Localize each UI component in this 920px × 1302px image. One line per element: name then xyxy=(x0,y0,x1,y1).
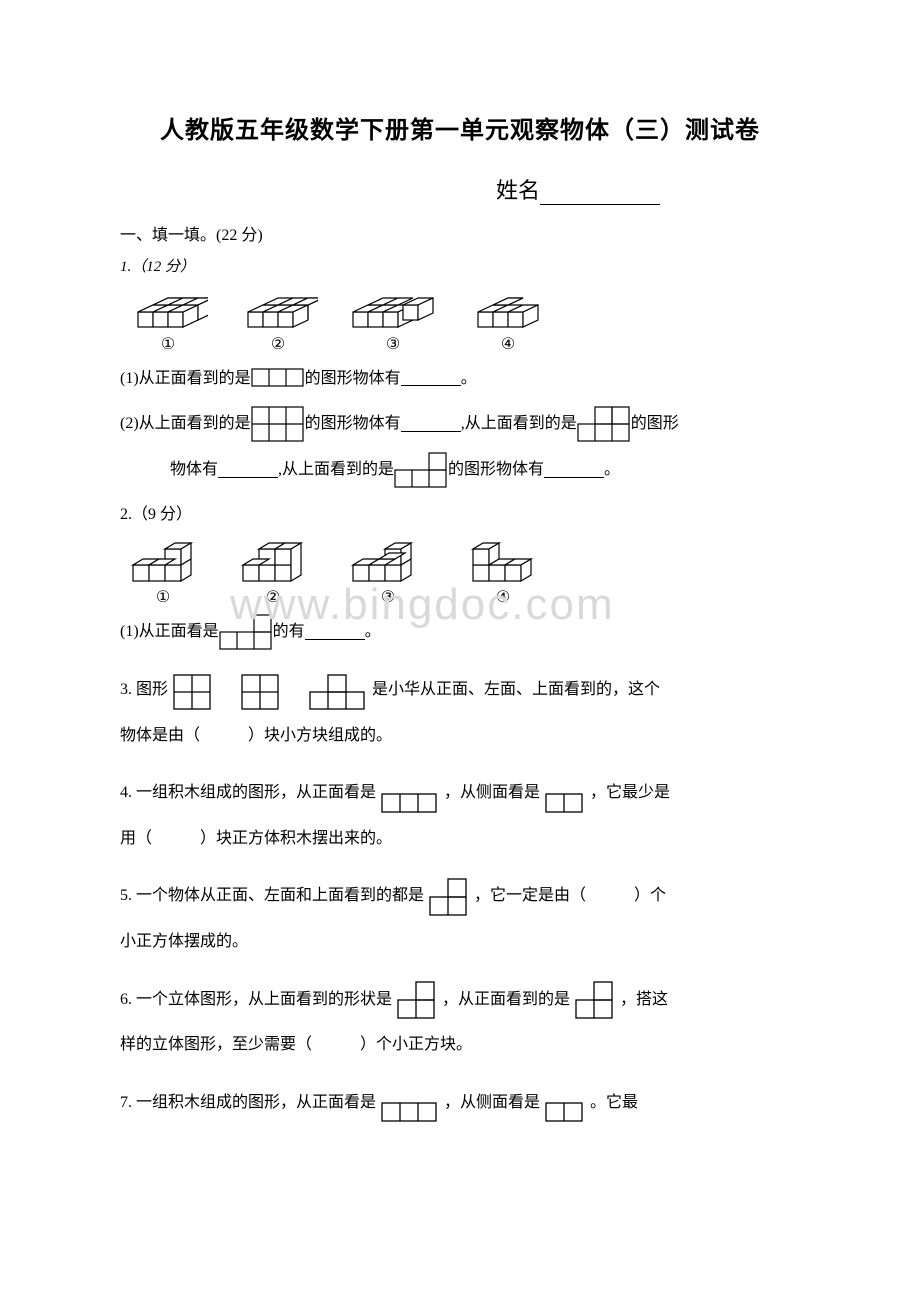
q1-2-text-a: (2)从上面看到的是 xyxy=(120,403,251,445)
q4-text-a: 4. 一组积木组成的图形，从正面看是 xyxy=(120,772,376,814)
grid-l4-icon xyxy=(396,980,438,1020)
q1-2-text-c: ,从上面看到的是 xyxy=(461,403,577,445)
grid-1x3-icon xyxy=(380,1101,440,1123)
q1-3-text-a: 物体有 xyxy=(170,449,218,491)
q4: 4. 一组积木组成的图形，从正面看是 ，从侧面看是 ，它最少是 用（ ）块正方体… xyxy=(120,772,800,859)
cube-fig-2 xyxy=(238,282,318,332)
q1-3-text-d: 。 xyxy=(604,449,620,491)
cube-fig-1 xyxy=(128,282,208,332)
grid-1x2-icon xyxy=(544,1101,586,1123)
grid-2x2-icon xyxy=(172,673,214,711)
blank xyxy=(401,416,461,432)
name-label: 姓名 xyxy=(496,178,540,203)
q2-figures xyxy=(128,530,800,585)
q3-text-b: 是小华从正面、左面、上面看到的，这个 xyxy=(372,669,660,711)
q1-2-text-d: 的图形 xyxy=(631,403,679,445)
blank xyxy=(218,462,278,478)
section-1-header: 一、填一填。(22 分) xyxy=(120,223,800,249)
blank xyxy=(305,624,365,640)
grid-l5-icon xyxy=(574,980,616,1020)
cube-fig-q2-1 xyxy=(128,530,198,585)
q4-text-c: ，它最少是 xyxy=(590,772,670,814)
grid-1x2-icon xyxy=(544,792,586,814)
blank xyxy=(401,370,461,386)
q6-text-b: ，从正面看到的是 xyxy=(442,979,570,1021)
cube-fig-3 xyxy=(348,282,438,332)
q7-text-a: 7. 一组积木组成的图形，从正面看是 xyxy=(120,1082,376,1124)
label-3: ③ xyxy=(348,334,438,354)
q7-text-b: ，从侧面看是 xyxy=(444,1082,540,1124)
name-field: 姓名 xyxy=(120,173,800,205)
q7-text-c: 。它最 xyxy=(590,1082,638,1124)
q5: 5. 一个物体从正面、左面和上面看到的都是 ，它一定是由（ ）个 小正方体摆成的… xyxy=(120,875,800,962)
grid-l1-icon xyxy=(577,406,631,442)
q5-text-b: ，它一定是由（ ）个 xyxy=(474,875,666,917)
cube-fig-4 xyxy=(468,282,548,332)
page-title: 人教版五年级数学下册第一单元观察物体（三）测试卷 xyxy=(120,110,800,145)
label-2: ② xyxy=(238,334,318,354)
q7: 7. 一组积木组成的图形，从正面看是 ，从侧面看是 。它最 xyxy=(120,1082,800,1124)
cube-fig-q2-2 xyxy=(238,530,308,585)
q6-text-a: 6. 一个立体图形，从上面看到的形状是 xyxy=(120,979,392,1021)
q3-text-a: 3. 图形 xyxy=(120,669,168,711)
q1-sub1: (1)从正面看到的是 的图形物体有 。 xyxy=(120,358,800,400)
q6-text-c: ，搭这 xyxy=(620,979,668,1021)
q2-sub1: (1)从正面看是 的有 。 xyxy=(120,611,800,653)
q2-label-1: ① xyxy=(128,587,198,607)
grid-l2-icon xyxy=(308,673,368,711)
grid-step-icon xyxy=(219,614,273,650)
q4-text-b: ，从侧面看是 xyxy=(444,772,540,814)
q2-1-text-c: 。 xyxy=(365,611,381,653)
q1-3-text-b: ,从上面看到的是 xyxy=(278,449,394,491)
q1-labels: ① ② ③ ④ xyxy=(128,334,800,354)
q1-2-text-b: 的图形物体有 xyxy=(305,403,401,445)
q1-header: 1.（12 分） xyxy=(120,255,800,276)
q2-header: 2.（9 分） xyxy=(120,500,800,524)
q2-label-4: ④ xyxy=(468,587,538,607)
grid-t-icon xyxy=(394,452,448,488)
label-1: ① xyxy=(128,334,208,354)
q2-1-text-a: (1)从正面看是 xyxy=(120,611,219,653)
q4-text-d: 用（ ）块正方体积木摆出来的。 xyxy=(120,818,800,860)
q2: 2.（9 分） ① ② xyxy=(120,500,800,653)
q1-1-text-b: 的图形物体有 xyxy=(305,358,401,400)
q3-text-c: 物体是由（ ）块小方块组成的。 xyxy=(120,715,800,757)
q2-labels: ① ② ③ ④ xyxy=(128,587,800,607)
q2-label-2: ② xyxy=(238,587,308,607)
q2-label-3: ③ xyxy=(348,587,428,607)
cube-fig-q2-3 xyxy=(348,530,428,585)
q5-text-c: 小正方体摆成的。 xyxy=(120,921,800,963)
q3: 3. 图形 是小华从正面、左面、上面看到的，这个 物体是由（ ）块小方块组成的。 xyxy=(120,669,800,756)
q1-3-text-c: 的图形物体有 xyxy=(448,449,544,491)
q1-1-text-c: 。 xyxy=(461,358,477,400)
grid-2x2-icon xyxy=(240,673,282,711)
grid-1x3-icon xyxy=(251,368,305,388)
q1-sub2-cont: 物体有 ,从上面看到的是 的图形物体有 。 xyxy=(170,449,800,491)
q6: 6. 一个立体图形，从上面看到的形状是 ，从正面看到的是 ，搭这 样的立体图形，… xyxy=(120,979,800,1066)
grid-1x3-icon xyxy=(380,792,440,814)
name-blank xyxy=(540,204,660,205)
grid-l3-icon xyxy=(428,877,470,917)
q1-sub2: (2)从上面看到的是 的图形物体有 ,从上面看到的是 的图形 xyxy=(120,403,800,445)
q1: 1.（12 分） xyxy=(120,255,800,491)
q1-1-text-a: (1)从正面看到的是 xyxy=(120,358,251,400)
grid-2x3-icon xyxy=(251,406,305,442)
q1-figures xyxy=(128,282,800,332)
cube-fig-q2-4 xyxy=(468,530,538,585)
label-4: ④ xyxy=(468,334,548,354)
q2-1-text-b: 的有 xyxy=(273,611,305,653)
blank xyxy=(544,462,604,478)
q5-text-a: 5. 一个物体从正面、左面和上面看到的都是 xyxy=(120,875,424,917)
q6-text-d: 样的立体图形，至少需要（ ）个小正方块。 xyxy=(120,1024,800,1066)
